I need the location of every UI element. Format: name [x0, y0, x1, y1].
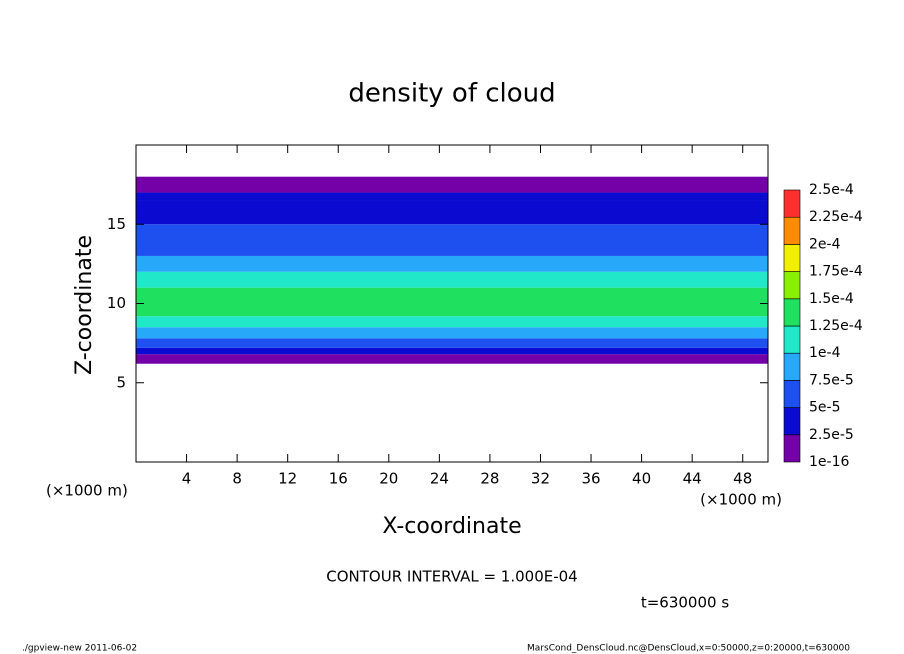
colorbar-swatch — [783, 407, 801, 436]
x-tick-label: 12 — [278, 470, 297, 488]
y-axis-label: Z-coordinate — [72, 235, 97, 375]
y-tick-label: 5 — [116, 373, 126, 391]
colorbar-label: 1e-4 — [809, 345, 841, 361]
x-tick-label: 40 — [632, 470, 651, 488]
colorbar-label: 1.75e-4 — [809, 264, 863, 280]
x-unit: (×1000 m) — [46, 482, 128, 500]
colorbar-swatch — [783, 298, 801, 327]
density-band — [136, 287, 768, 317]
footer-left: ./gpview-new 2011-06-02 — [22, 644, 137, 654]
x-tick-label: 20 — [379, 470, 398, 488]
x-tick-label: 44 — [683, 470, 702, 488]
colorbar-label: 2.5e-4 — [809, 182, 854, 198]
x-axis-label: X-coordinate — [382, 514, 521, 539]
colorbar-label: 2.5e-5 — [809, 427, 854, 443]
density-band — [136, 271, 768, 288]
colorbar-swatch — [783, 434, 801, 463]
density-band — [136, 255, 768, 272]
colorbar-swatch — [783, 244, 801, 272]
x-tick-label: 28 — [480, 470, 499, 488]
colorbar-swatch — [783, 216, 801, 245]
colorbar-swatch — [783, 189, 801, 218]
x-unit: (×1000 m) — [700, 491, 782, 509]
x-tick-label: 16 — [329, 470, 348, 488]
density-band — [136, 316, 768, 328]
colorbar-swatch — [783, 352, 801, 381]
x-tick-label: 4 — [182, 470, 192, 488]
x-tick-label: 24 — [430, 470, 449, 488]
density-band — [136, 176, 768, 193]
density-band — [136, 200, 768, 225]
density-band — [136, 192, 768, 201]
x-tick-label: 48 — [733, 470, 752, 488]
density-band — [136, 354, 768, 364]
colorbar-label: 1.5e-4 — [809, 291, 854, 307]
colorbar-swatch — [783, 380, 801, 408]
colorbar-swatch — [783, 325, 801, 354]
colorbar-label: 1.25e-4 — [809, 318, 863, 334]
y-tick-label: 15 — [107, 215, 126, 233]
colorbar-label: 2e-4 — [809, 236, 841, 252]
x-tick-label: 36 — [581, 470, 600, 488]
time-note: t=630000 s — [641, 594, 729, 612]
density-band — [136, 224, 768, 256]
x-tick-label: 8 — [232, 470, 242, 488]
colorbar-label: 2.25e-4 — [809, 209, 863, 225]
colorbar-label: 1e-16 — [809, 454, 849, 470]
density-band — [136, 347, 768, 355]
colorbar-swatch — [783, 271, 801, 300]
colorbar-label: 7.5e-5 — [809, 372, 854, 388]
footer-right: MarsCond_DensCloud.nc@DensCloud,x=0:5000… — [527, 644, 850, 654]
contour-note: CONTOUR INTERVAL = 1.000E-04 — [326, 568, 577, 586]
density-band — [136, 327, 768, 339]
colorbar-label: 5e-5 — [809, 400, 840, 416]
x-tick-label: 32 — [531, 470, 550, 488]
density-band — [136, 338, 768, 348]
y-tick-label: 10 — [107, 294, 126, 312]
chart-title: density of cloud — [348, 79, 555, 109]
